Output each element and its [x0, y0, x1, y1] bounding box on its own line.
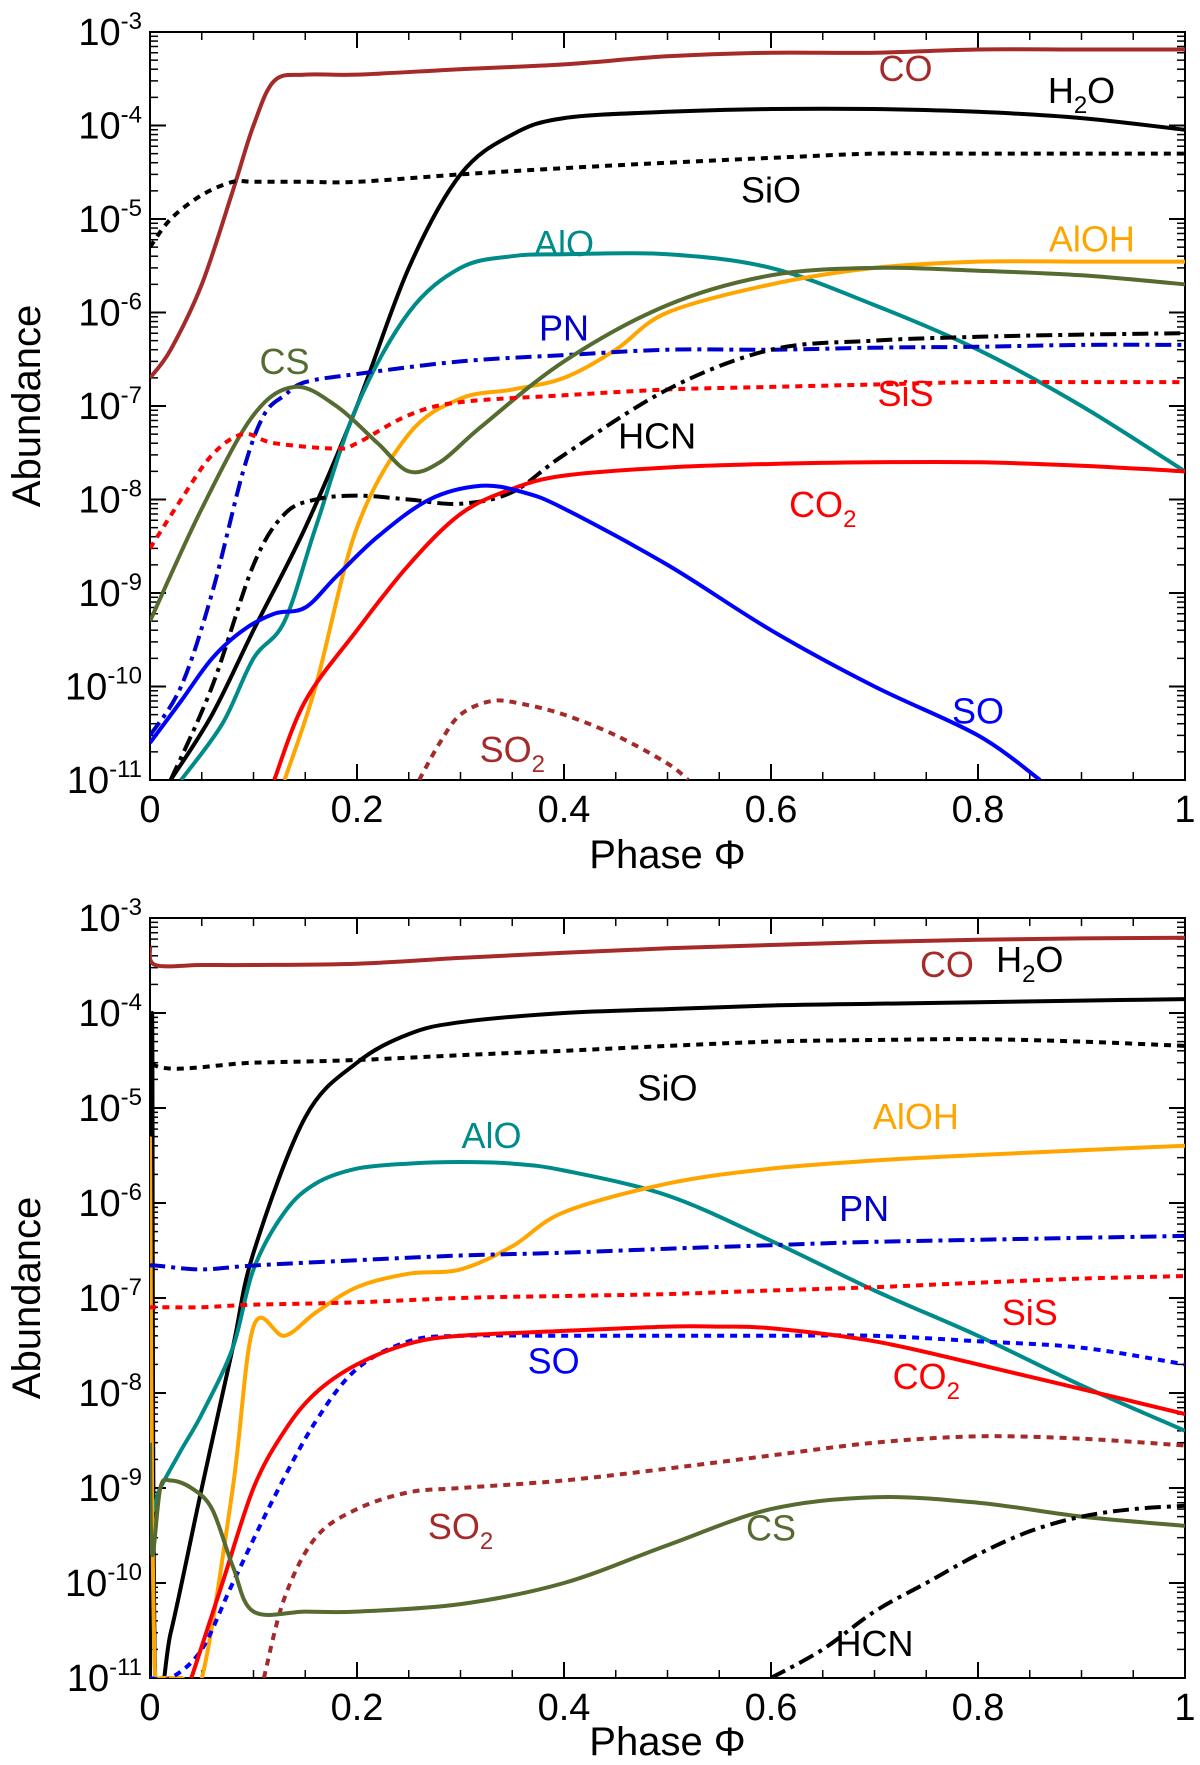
x-tick-label: 0.8 — [952, 789, 1005, 831]
x-tick-label: 0.8 — [952, 1687, 1005, 1729]
series-line-cs — [150, 1442, 1185, 1617]
y-axis-title: Abundance — [5, 305, 49, 507]
x-tick-label: 0.2 — [331, 789, 384, 831]
series-line-so2 — [261, 1434, 1185, 1678]
x-tick-label: 1 — [1174, 1687, 1195, 1729]
series-line-co2 — [272, 459, 1185, 780]
series-line-sio — [150, 151, 1185, 249]
x-tick-label: 0.6 — [745, 789, 798, 831]
series-group — [150, 935, 1185, 1678]
y-tick-label: 10-6 — [78, 1179, 142, 1225]
y-tick-label: 10-7 — [78, 1274, 142, 1320]
series-label-hcn: HCN — [836, 1623, 914, 1664]
y-tick-label: 10-9 — [78, 569, 142, 615]
series-line-h2o — [169, 106, 1185, 780]
x-tick-label: 1 — [1174, 789, 1195, 831]
y-tick-label: 10-6 — [78, 289, 142, 335]
series-label-so: SO — [528, 1341, 580, 1382]
series-line-sio — [150, 1012, 1185, 1071]
y-tick-label: 10-10 — [65, 663, 142, 709]
y-tick-label: 10-11 — [67, 1654, 142, 1700]
series-label-sis: SiS — [1002, 1292, 1058, 1333]
series-line-pn — [150, 342, 1185, 737]
series-line-aloh — [282, 259, 1185, 780]
bottom-panel: 0 0.2 0.4 0.6 0.8 1 10-11 10-10 10-9 10-8 10-7 10-6… — [5, 894, 1196, 1764]
y-tick-label: 10-7 — [78, 382, 142, 428]
y-tick-label: 10-9 — [78, 1464, 142, 1510]
series-label-so: SO — [952, 691, 1004, 732]
x-tick-label: 0.6 — [745, 1687, 798, 1729]
series-label-pn: PN — [539, 308, 589, 349]
series-line-hcn — [770, 1503, 1185, 1678]
y-tick-label: 10-3 — [78, 894, 142, 940]
y-tick-label: 10-5 — [78, 1084, 142, 1130]
series-label-aloh: AlOH — [873, 1096, 959, 1137]
series-line-so2 — [417, 698, 690, 780]
x-tick-label: 0 — [139, 1687, 160, 1729]
y-tick-label: 10-4 — [78, 102, 142, 148]
series-label-co: CO — [920, 944, 974, 985]
x-tick-label: 0.2 — [331, 1687, 384, 1729]
series-label-aloh: AlOH — [1049, 218, 1135, 259]
series-label-co2: CO2 — [893, 1356, 960, 1405]
series-line-cs — [150, 265, 1185, 622]
series-line-alo — [179, 251, 1185, 780]
series-group — [150, 47, 1185, 780]
y-tick-label: 10-10 — [65, 1559, 142, 1605]
y-tick-label: 10-8 — [78, 476, 142, 522]
y-axis-title: Abundance — [5, 1197, 49, 1399]
series-line-co — [150, 935, 1185, 969]
series-label-hcn: HCN — [618, 416, 696, 457]
series-label-co2: CO2 — [789, 484, 856, 533]
series-label-so2: SO2 — [428, 1506, 493, 1555]
x-tick-label: 0.4 — [538, 789, 591, 831]
series-line-aloh — [150, 1136, 1185, 1678]
series-label-sio: SiO — [637, 1067, 697, 1108]
series-line-alo — [150, 1160, 1185, 1513]
x-tick-label: 0.4 — [538, 1687, 591, 1729]
series-label-cs: CS — [746, 1508, 796, 1549]
x-tick-label: 0 — [139, 789, 160, 831]
series-line-pn — [150, 1233, 1185, 1272]
series-line-sis — [150, 379, 1185, 550]
series-label-alo: AlO — [534, 223, 594, 264]
series-label-sio: SiO — [741, 170, 801, 211]
x-axis-title: Phase Φ — [589, 1720, 745, 1764]
y-tick-label: 10-11 — [67, 756, 142, 802]
y-tick-label: 10-3 — [78, 8, 142, 54]
series-label-so2: SO2 — [480, 729, 545, 778]
series-label-co: CO — [879, 48, 933, 89]
series-label-alo: AlO — [462, 1115, 522, 1156]
top-panel: 0 0.2 0.4 0.6 0.8 1 10-11 10-10 10-9 10-8 10-7 10-6… — [5, 8, 1196, 877]
series-label-sis: SiS — [878, 373, 934, 414]
y-tick-label: 10-8 — [78, 1369, 142, 1415]
y-tick-label: 10-5 — [78, 195, 142, 241]
series-label-h2o: H2O — [1048, 70, 1115, 119]
series-line-so — [150, 483, 1042, 780]
series-label-cs: CS — [260, 341, 310, 382]
series-line-co — [150, 47, 1185, 380]
series-label-pn: PN — [839, 1188, 889, 1229]
series-label-h2o: H2O — [996, 939, 1063, 988]
x-axis-title: Phase Φ — [589, 833, 745, 877]
y-tick-label: 10-4 — [78, 989, 142, 1035]
series-line-sis — [150, 1274, 1185, 1310]
series-line-co2 — [189, 1324, 1185, 1678]
